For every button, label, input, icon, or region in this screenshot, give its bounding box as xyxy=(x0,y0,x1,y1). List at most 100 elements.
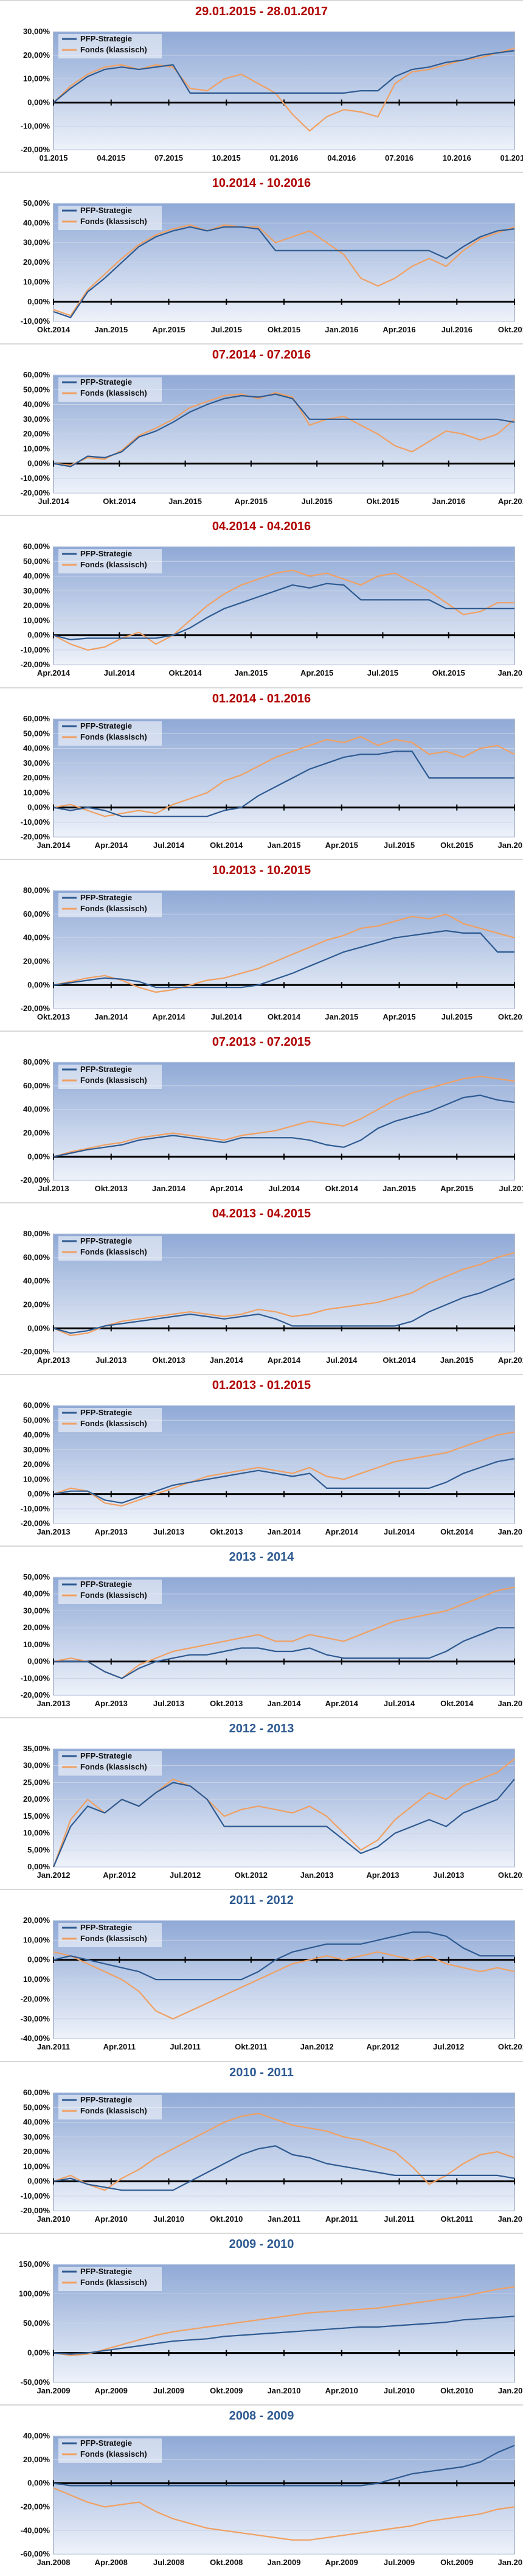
line-chart: 0,00% 5,00% 10,00% 15,00% 20,00% 25,00% 30,00%… xyxy=(23,1744,523,1880)
y-tick-label: 35,00% xyxy=(23,1744,50,1753)
y-tick-label: -30,00% xyxy=(21,2014,50,2023)
line-chart: -40,00% -30,00% -20,00% 10,00% 0,00% 10,00% 20… xyxy=(21,1916,523,2052)
x-tick-label: Apr.2010 xyxy=(325,2386,358,2395)
x-tick-label: 01.2016 xyxy=(270,153,299,163)
line-chart: -20,00% -10,00% 0,00% 10,00% 20,00% 30,00% 40,… xyxy=(21,542,523,677)
x-tick-label: Apr.2014 xyxy=(325,1527,359,1536)
y-tick-label: 40,00% xyxy=(23,1276,50,1286)
y-tick-label: -20,00% xyxy=(21,1175,50,1185)
x-tick-label: Okt.2014 xyxy=(325,1184,359,1193)
y-tick-label: 20,00% xyxy=(23,773,50,782)
y-tick-label: 0,00% xyxy=(27,459,50,468)
x-tick-label: Jul.2010 xyxy=(153,2214,184,2224)
x-tick-label: Jan.2012 xyxy=(300,2043,334,2052)
chart-title: 29.01.2015 - 28.01.2017 xyxy=(195,5,328,18)
x-tick-label: Apr.2014 xyxy=(95,841,128,850)
x-tick-label: Jan.2014 xyxy=(152,1184,186,1193)
x-tick-label: Okt.2014 xyxy=(440,1527,474,1536)
y-tick-label: -10,00% xyxy=(21,2191,50,2200)
panel-divider xyxy=(0,1717,523,1719)
series-line-strategy xyxy=(53,2315,515,2355)
legend-label-strategy: PFP-Strategie xyxy=(80,893,132,902)
x-tick-label: Jul.2014 xyxy=(153,841,185,850)
legend-label-fund: Fonds (klassisch) xyxy=(80,45,147,54)
y-tick-label: 0,00% xyxy=(27,297,50,306)
y-tick-label: 40,00% xyxy=(23,1104,50,1113)
chart-title: 2010 - 2011 xyxy=(229,2065,294,2079)
x-tick-label: Apr.2010 xyxy=(95,2214,128,2224)
x-tick-label: Jan.2016 xyxy=(325,325,358,334)
panel-divider xyxy=(0,1889,523,1891)
y-tick-label: 20,00% xyxy=(23,956,50,965)
chart-title: 04.2013 - 04.2015 xyxy=(212,1206,311,1220)
panel-divider xyxy=(0,2404,523,2406)
y-tick-label: 20,00% xyxy=(23,1300,50,1309)
chart-panel: 2012 - 2013 0,00% 5,00% 10,00% 15,00% 20,00% 2… xyxy=(0,1717,523,1889)
legend-label-strategy: PFP-Strategie xyxy=(80,2267,132,2276)
y-tick-label: 30,00% xyxy=(23,586,50,595)
series-line-fund xyxy=(53,735,515,817)
series-line-fund xyxy=(53,2487,515,2541)
x-tick-label: Apr.2014 xyxy=(325,1699,359,1708)
panel-divider xyxy=(0,343,523,345)
y-tick-label: 40,00% xyxy=(23,933,50,942)
x-tick-label: Apr.2011 xyxy=(103,2043,136,2052)
x-tick-label: Apr.2015 xyxy=(440,1184,473,1193)
series-line-strategy xyxy=(52,1779,515,1867)
x-tick-label: Apr.2012 xyxy=(366,2043,399,2052)
x-tick-label: Okt.2014 xyxy=(268,1012,301,1021)
panel-divider xyxy=(0,1202,523,1203)
y-tick-label: 40,00% xyxy=(23,2117,50,2126)
x-tick-label: Apr.2008 xyxy=(95,2558,128,2567)
y-tick-label: 50,00% xyxy=(23,2102,50,2112)
x-tick-label: Jul.2015 xyxy=(384,841,415,850)
x-tick-label: Jul.2015 xyxy=(442,1012,473,1021)
x-tick-label: Okt.2013 xyxy=(37,1012,70,1021)
y-tick-label: 0,00% xyxy=(27,2176,50,2185)
series-line-fund xyxy=(53,1951,515,2020)
line-chart: -20,00% 0,00% 20,00% 40,00% 60,00% 80,00% Okt.… xyxy=(21,886,523,1021)
series-line-strategy xyxy=(53,50,515,103)
legend-label-strategy: PFP-Strategie xyxy=(80,1751,132,1760)
series-line-fund xyxy=(53,1431,515,1507)
line-chart: -20,00% 0,00% 20,00% 40,00% 60,00% 80,00% Jul.… xyxy=(21,1057,523,1193)
chart-title: 01.2013 - 01.2015 xyxy=(212,1379,311,1393)
y-tick-label: -20,00% xyxy=(21,145,50,154)
legend-label-fund: Fonds (klassisch) xyxy=(80,217,147,226)
y-tick-label: 0,00% xyxy=(27,802,50,811)
chart-panel: 29.01.2015 - 28.01.2017 -20,00% -10,00% 0,0… xyxy=(0,0,523,172)
y-tick-label: 10,00% xyxy=(23,1474,50,1483)
y-tick-label: 60,00% xyxy=(23,542,50,551)
y-tick-label: 50,00% xyxy=(23,2319,50,2328)
x-tick-label: Jan.2015 xyxy=(498,1527,523,1536)
chart-panel: 10.2014 - 10.2016 -10,00% 0,00% 10,00% 20,00… xyxy=(0,172,523,343)
y-tick-label: 10,00% xyxy=(23,1936,50,1945)
line-chart: -20,00% -10,00% 0,00% 10,00% 20,00% 30,00% 40,… xyxy=(21,1401,523,1536)
x-tick-label: 07.2015 xyxy=(154,153,183,163)
line-chart: -60,00% -40,00% -20,00% 0,00% 20,00% 40,00% Ja… xyxy=(21,2431,523,2567)
x-tick-label: Jan.2015 xyxy=(325,1012,358,1021)
y-tick-label: 60,00% xyxy=(23,370,50,379)
x-tick-label: Okt.2015 xyxy=(498,1012,523,1021)
y-tick-label: -20,00% xyxy=(21,1519,50,1528)
x-tick-label: Apr.2016 xyxy=(498,497,523,506)
x-tick-label: Jul.2013 xyxy=(95,1356,126,1365)
x-tick-label: Okt.2013 xyxy=(95,1184,128,1193)
x-tick-label: Apr.2016 xyxy=(383,325,415,334)
x-tick-label: Jul.2010 xyxy=(384,2386,415,2395)
x-tick-label: Apr.2013 xyxy=(366,1871,399,1880)
chart-panel: 07.2013 - 07.2015 -20,00% 0,00% 20,00% 40,00… xyxy=(0,1030,523,1202)
line-chart: -10,00% 0,00% 10,00% 20,00% 30,00% 40,00% 50,0… xyxy=(21,198,523,334)
y-tick-label: -10,00% xyxy=(21,474,50,483)
chart-panel: 04.2014 - 04.2016 -20,00% -10,00% 0,00% 10,0… xyxy=(0,515,523,687)
legend-label-strategy: PFP-Strategie xyxy=(80,2095,132,2104)
y-tick-label: 0,00% xyxy=(27,2348,50,2357)
y-tick-label: 30,00% xyxy=(23,238,50,247)
y-tick-label: -10,00% xyxy=(21,645,50,654)
y-tick-label: 40,00% xyxy=(23,400,50,409)
y-tick-label: 50,00% xyxy=(23,385,50,394)
x-tick-label: Jul.2009 xyxy=(153,2386,184,2395)
y-tick-label: 20,00% xyxy=(23,257,50,267)
x-tick-label: Apr.2014 xyxy=(210,1184,243,1193)
